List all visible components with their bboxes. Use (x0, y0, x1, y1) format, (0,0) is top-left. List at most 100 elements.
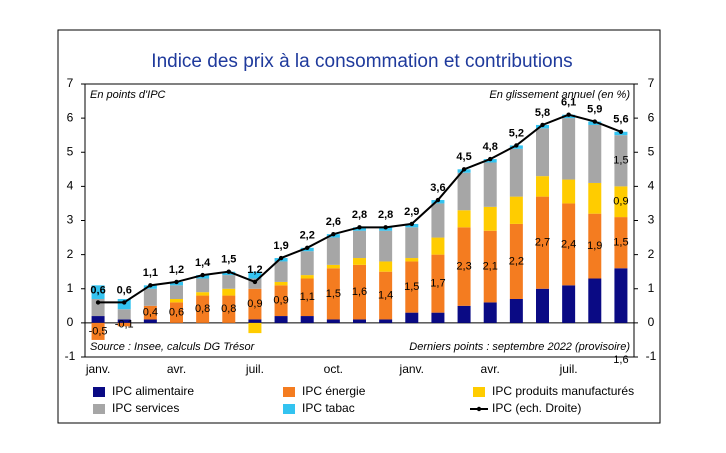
line-point (148, 283, 153, 288)
data-label: 1,6 (352, 286, 367, 298)
data-label: 1,5 (613, 155, 628, 167)
data-label: 0,4 (143, 307, 158, 319)
source: Source : Insee, calculs DG Trésor (90, 341, 256, 353)
data-label: 1,5 (404, 281, 419, 293)
y-tick-label: 6 (67, 110, 74, 124)
y-tick-label: 4 (67, 179, 74, 193)
bar-segment (536, 128, 549, 177)
bar-segment (117, 309, 131, 320)
chart-title: Indice des prix à la consommation et con… (151, 51, 572, 72)
bar-segment (614, 217, 628, 269)
bar-segment (117, 322, 131, 327)
bar-segment (300, 316, 314, 323)
line-label: 1,1 (143, 267, 158, 279)
bar-segment (222, 295, 236, 323)
bar-segment (588, 213, 602, 279)
bar-segment (405, 261, 419, 313)
data-label: 1,9 (587, 240, 602, 252)
line-label: 5,2 (509, 127, 524, 139)
line-label: 1,2 (247, 264, 262, 276)
bar-segment (483, 206, 497, 231)
legend-swatch (283, 404, 295, 414)
line-point (357, 225, 362, 230)
line-point (95, 300, 101, 305)
bar-segment (588, 278, 602, 323)
data-label: 2,1 (483, 260, 498, 272)
legend-label: IPC alimentaire (112, 384, 194, 398)
y2-tick-label: 2 (648, 247, 655, 261)
data-label: 0,8 (221, 303, 236, 315)
legend-swatch (93, 387, 105, 397)
data-label: 0,9 (247, 298, 262, 310)
bar-segment (222, 275, 236, 289)
y2-tick-label: 7 (648, 76, 655, 90)
line-label: 1,5 (221, 254, 236, 266)
line-label: 6,1 (561, 97, 576, 109)
line-label: 2,2 (300, 230, 315, 242)
bar-segment (536, 196, 549, 289)
line-point (200, 272, 205, 278)
y2-tick-label: -1 (646, 349, 657, 363)
bar-segment (117, 319, 131, 323)
legend-label: IPC services (112, 401, 179, 415)
bar-segment (353, 258, 366, 265)
line-label: 4,5 (456, 151, 471, 163)
bar-segment (431, 312, 445, 323)
data-label: 1,4 (378, 289, 393, 301)
bar-segment (614, 186, 628, 218)
legend-label: IPC tabac (302, 401, 355, 415)
bar-segment (509, 196, 523, 224)
line-point (488, 156, 493, 162)
bar-segment (143, 305, 157, 320)
x-tick-label: avr. (167, 362, 186, 376)
bar-segment (326, 268, 340, 320)
legend-label: IPC (ech. Droite) (492, 401, 581, 415)
bar-segment (483, 230, 497, 303)
bar-segment (431, 237, 445, 255)
bar-segment (353, 319, 366, 323)
bar-segment (326, 264, 340, 269)
line-point (409, 221, 414, 227)
line-label: 5,6 (613, 114, 628, 126)
bar-segment (536, 176, 549, 197)
line-point (383, 225, 388, 230)
line-label: 3,6 (430, 182, 445, 194)
bar-segment (562, 203, 576, 286)
legend-dot (476, 406, 482, 412)
line-point (592, 119, 597, 124)
bar-segment (274, 316, 288, 323)
data-label: 2,3 (456, 260, 471, 272)
line-point (252, 279, 258, 285)
bar-segment (274, 281, 288, 286)
legend-label: IPC produits manufacturés (492, 384, 634, 398)
bar-segment (509, 298, 523, 323)
bar-segment (196, 295, 210, 323)
line-label: 2,9 (404, 206, 419, 218)
bar-segment (509, 148, 523, 197)
line-label: 1,4 (195, 257, 211, 269)
line-label: 2,8 (352, 209, 367, 221)
line-label: 4,8 (483, 141, 498, 153)
data-label: 1,1 (300, 291, 315, 303)
bar-segment (248, 288, 262, 320)
line-label: 5,9 (587, 103, 602, 115)
line-label: 0,6 (117, 284, 132, 296)
x-tick-label: oct. (324, 362, 343, 376)
legend-label: IPC énergie (302, 384, 366, 398)
bar-segment (379, 271, 393, 320)
line-point (566, 112, 571, 117)
data-label: -0,5 (89, 325, 108, 337)
bar-segment (300, 278, 314, 317)
line-point (435, 197, 441, 203)
bar-segment (562, 285, 576, 323)
x-tick-label: avr. (481, 362, 500, 376)
legend-swatch (93, 404, 105, 414)
bar-segment (91, 322, 105, 340)
bar-segment (431, 254, 445, 313)
bar-segment (353, 230, 366, 259)
bar-segment (483, 302, 497, 323)
bar-segment (509, 223, 523, 299)
y-tick-label: -1 (65, 349, 76, 363)
bar-segment (431, 203, 445, 238)
bar-segment (196, 278, 210, 293)
